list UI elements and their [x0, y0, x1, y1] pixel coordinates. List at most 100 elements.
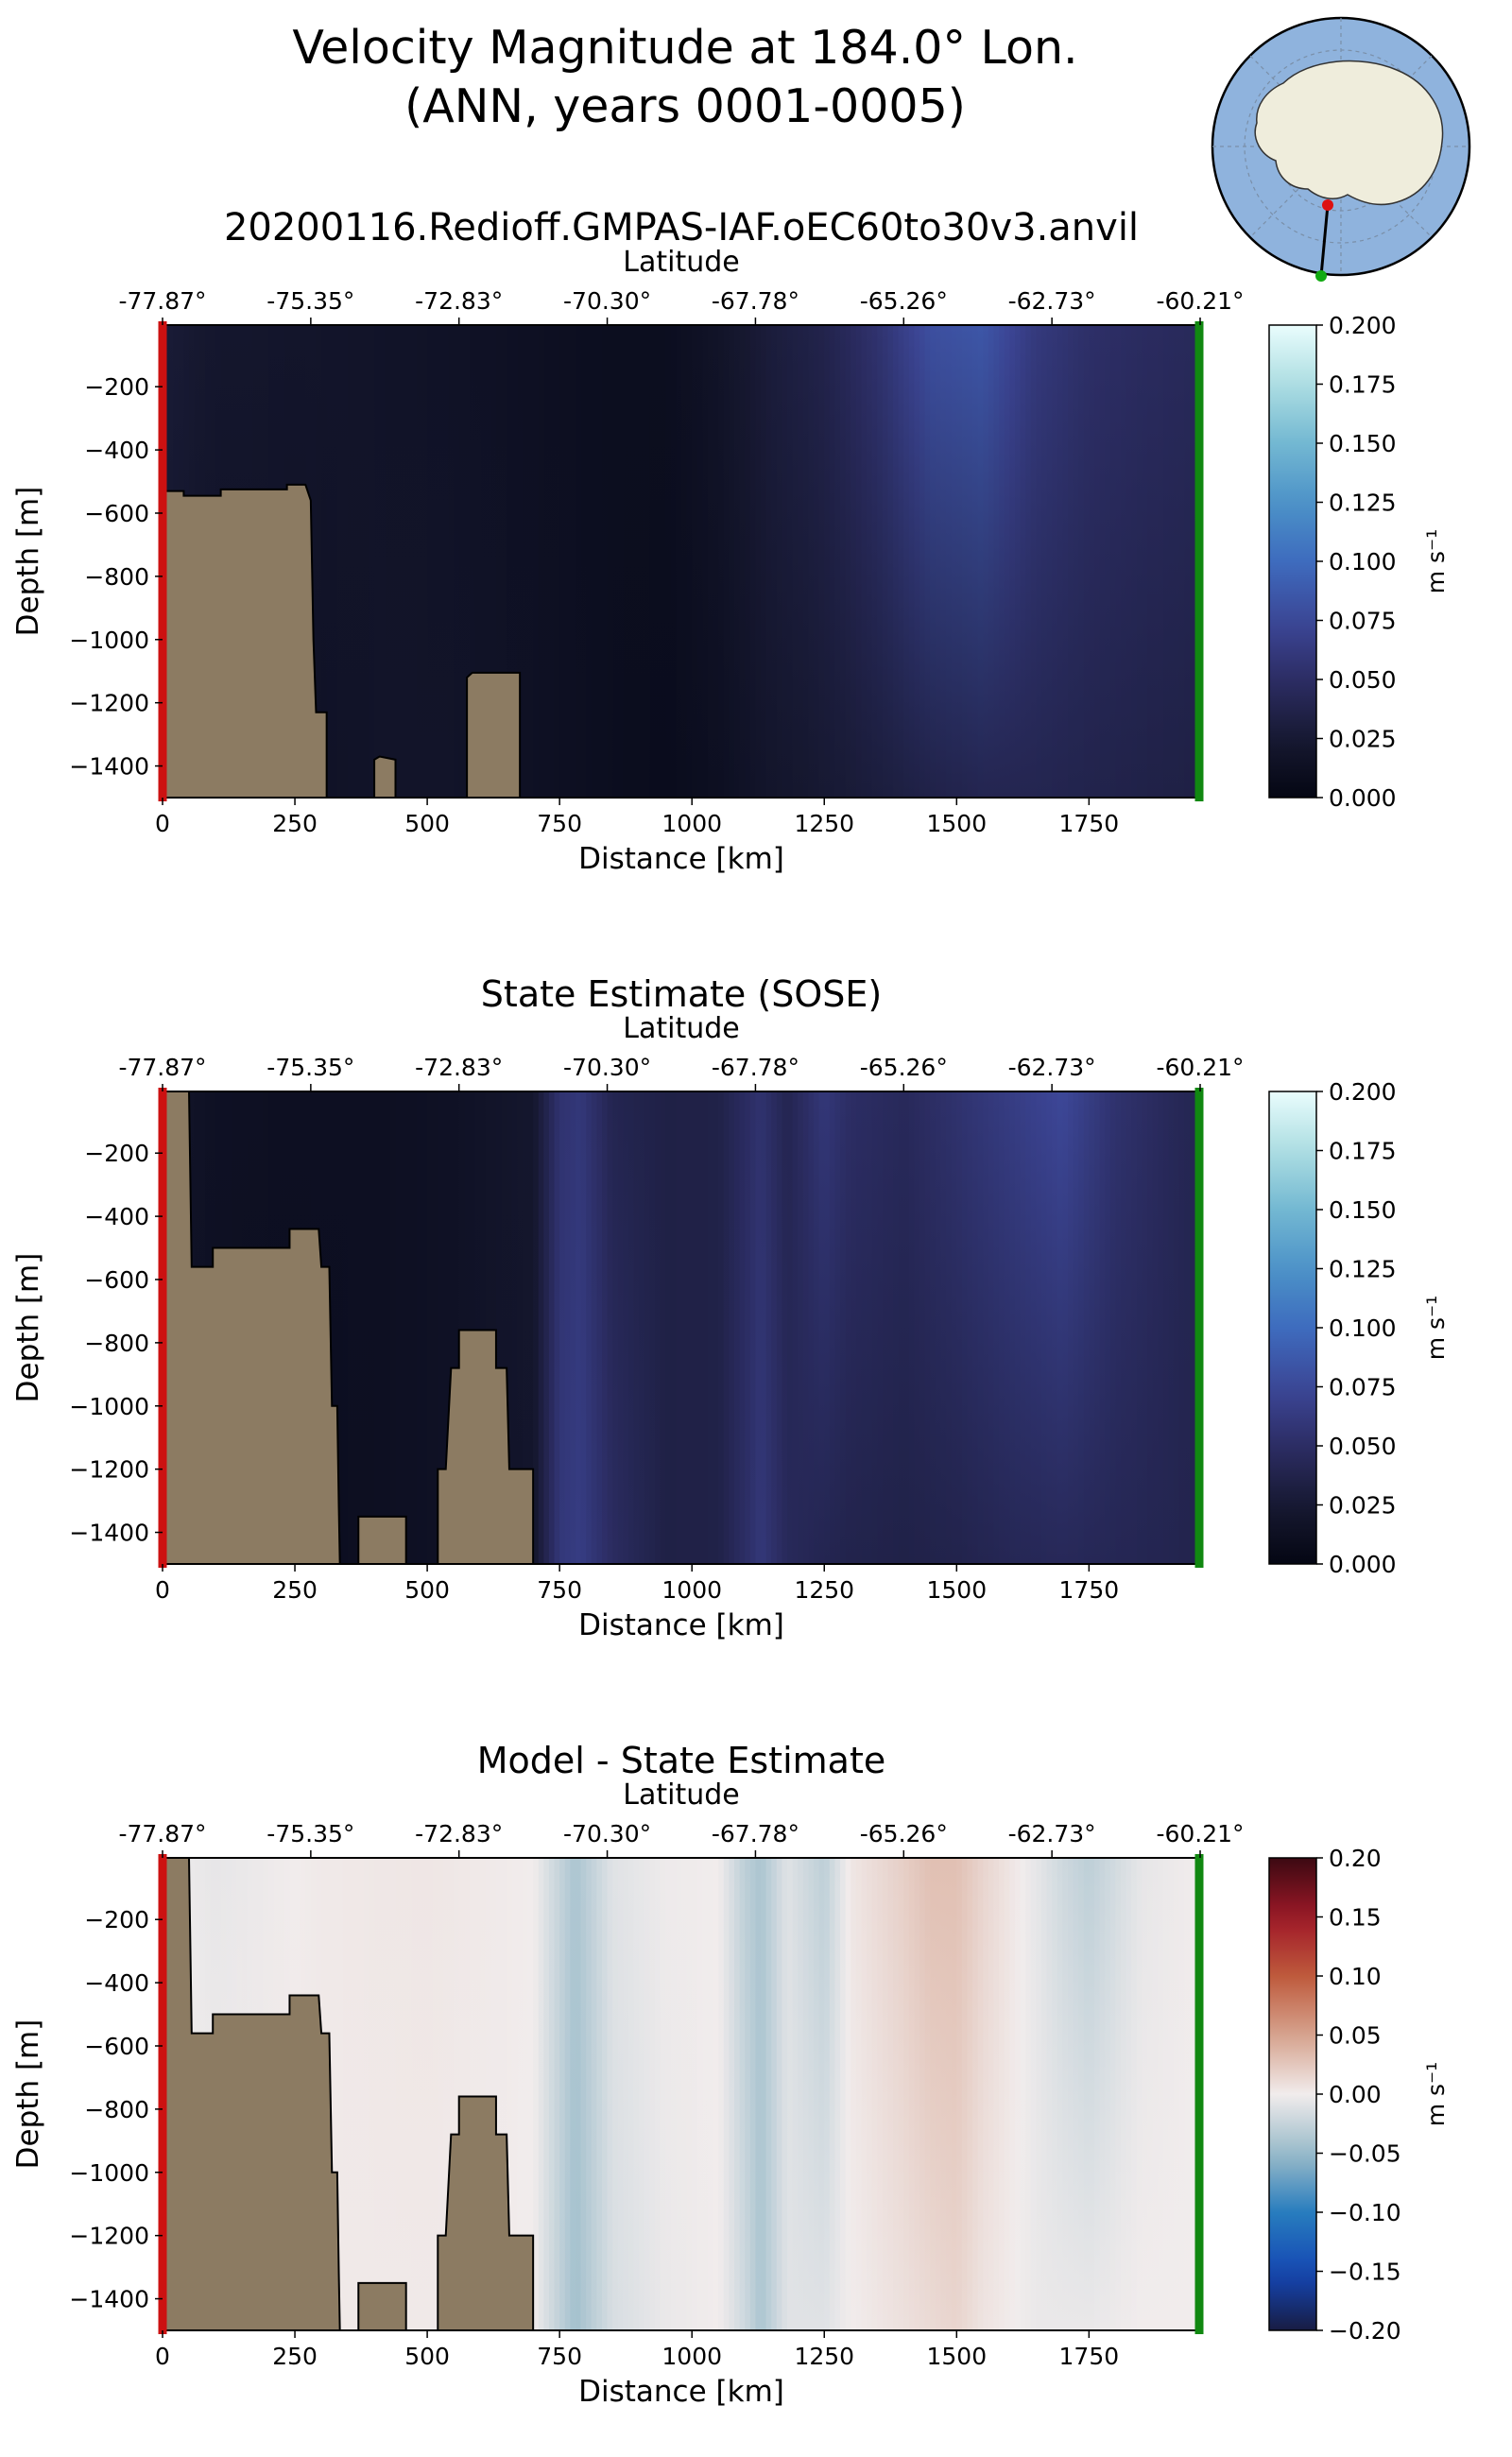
field-column	[548, 1091, 556, 1564]
field-column	[745, 325, 751, 798]
field-column	[988, 325, 995, 798]
colorbar-tick-label: 0.125	[1329, 490, 1397, 517]
x-tick-label: 1250	[794, 2343, 854, 2370]
field-column	[692, 325, 698, 798]
field-column	[696, 1091, 704, 1564]
field-column	[792, 1858, 799, 2330]
latitude-tick-label: -77.87°	[118, 287, 206, 315]
field-column	[708, 1858, 714, 2330]
field-column	[1089, 1858, 1095, 2330]
field-column	[411, 1858, 418, 2330]
panel-2: State Estimate (SOSE)Latitude 0 250 500 750 1…	[11, 973, 1450, 1642]
field-column	[336, 1858, 344, 2330]
field-column	[988, 1091, 995, 1564]
latitude-tick-label: -62.73°	[1008, 1054, 1096, 1081]
field-column	[1025, 1858, 1032, 2330]
latitude-tick-label: -72.83°	[415, 287, 503, 315]
latitude-tick-label: -62.73°	[1008, 1820, 1096, 1847]
field-column	[914, 325, 920, 798]
field-column	[570, 325, 576, 798]
field-column	[495, 1091, 503, 1564]
x-axis-label: Distance [km]	[578, 2375, 784, 2409]
field-column	[914, 1858, 920, 2330]
field-column	[1099, 325, 1106, 798]
field-column	[1158, 1858, 1164, 2330]
field-column	[882, 325, 889, 798]
field-column	[369, 325, 375, 798]
latitude-tick-label: -75.35°	[266, 1820, 354, 1847]
field-column	[633, 1858, 640, 2330]
field-column	[464, 1858, 471, 2330]
field-column	[374, 1091, 381, 1564]
field-column	[961, 325, 969, 798]
y-tick-label: −800	[84, 2096, 149, 2123]
field-column	[405, 1858, 412, 2330]
colorbar-tick-label: 0.100	[1329, 1314, 1397, 1342]
field-column	[522, 1091, 529, 1564]
field-column	[1173, 325, 1180, 798]
field-column	[1014, 325, 1022, 798]
field-column	[326, 325, 333, 798]
field-column	[1052, 1091, 1058, 1564]
field-column	[665, 325, 672, 798]
field-column	[342, 1858, 349, 2330]
colorbar-tick-label: 0.000	[1329, 784, 1397, 812]
field-column	[627, 1091, 635, 1564]
field-column	[802, 1858, 810, 2330]
colorbar-unit-label: m s⁻¹	[1422, 1296, 1450, 1361]
field-column	[454, 1858, 460, 2330]
field-column	[1131, 325, 1138, 798]
field-column	[692, 1091, 698, 1564]
field-column	[1046, 1858, 1053, 2330]
field-column	[967, 1091, 973, 1564]
field-column	[485, 325, 491, 798]
field-column	[511, 1858, 518, 2330]
field-column	[644, 325, 650, 798]
field-column	[517, 325, 524, 798]
field-column	[554, 325, 560, 798]
field-column	[533, 1858, 540, 2330]
field-column	[681, 325, 688, 798]
y-tick-label: −800	[84, 563, 149, 591]
field-column	[930, 325, 936, 798]
field-column	[887, 1091, 894, 1564]
field-column	[416, 1091, 423, 1564]
latitude-tick-label: -70.30°	[563, 1820, 651, 1847]
field-column	[522, 325, 529, 798]
field-column	[808, 325, 815, 798]
field-column	[1099, 1091, 1106, 1564]
field-column	[575, 1091, 582, 1564]
field-column	[316, 325, 322, 798]
x-tick-label: 500	[404, 810, 450, 837]
field-column	[665, 1858, 672, 2330]
field-column	[1131, 1091, 1138, 1564]
x-tick-label: 750	[537, 810, 582, 837]
field-column	[374, 325, 381, 798]
field-column	[946, 1091, 953, 1564]
field-column	[818, 1858, 825, 2330]
field-column	[1136, 1858, 1143, 2330]
colorbar-tick-label: 0.175	[1329, 1138, 1397, 1165]
field-column	[798, 1091, 804, 1564]
field-column	[1142, 1858, 1148, 2330]
x-tick-label: 1750	[1059, 1576, 1120, 1604]
field-column	[1040, 1091, 1048, 1564]
field-column	[363, 1091, 370, 1564]
field-column	[692, 1858, 698, 2330]
x-tick-label: 250	[272, 1576, 318, 1604]
field-column	[564, 325, 571, 798]
field-column	[448, 325, 455, 798]
latitude-tick-label: -72.83°	[415, 1820, 503, 1847]
field-column	[474, 1858, 481, 2330]
field-column	[1040, 325, 1048, 798]
field-column	[649, 325, 656, 798]
latitude-tick-label: -60.21°	[1156, 287, 1244, 315]
field-column	[1083, 1091, 1090, 1564]
field-column	[1162, 1858, 1169, 2330]
field-column	[495, 1858, 503, 2330]
field-column	[940, 325, 947, 798]
latitude-tick-label: -67.78°	[712, 287, 799, 315]
field-column	[734, 325, 741, 798]
field-column	[771, 1091, 778, 1564]
field-column	[1109, 325, 1116, 798]
